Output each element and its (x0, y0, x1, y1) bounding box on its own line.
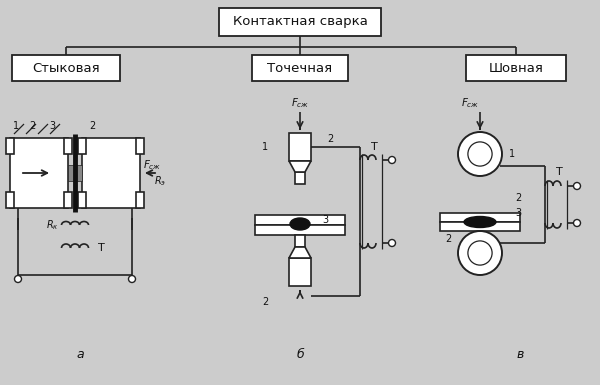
Bar (64, 192, 72, 208)
Text: Т: Т (371, 142, 377, 152)
Bar (78, 192, 86, 208)
Text: 3: 3 (515, 208, 521, 218)
Text: 1: 1 (509, 149, 515, 159)
Text: $F_{сж}$: $F_{сж}$ (461, 96, 479, 110)
Bar (440, 213, 520, 222)
Bar (295, 172, 305, 184)
Ellipse shape (464, 216, 496, 228)
Polygon shape (289, 247, 311, 258)
Circle shape (128, 276, 136, 283)
Bar (289, 133, 311, 161)
Text: $F_{сж}$: $F_{сж}$ (291, 96, 309, 110)
Bar (6, 192, 14, 208)
Text: Т: Т (98, 243, 104, 253)
Bar (295, 235, 305, 247)
Circle shape (389, 156, 395, 164)
Text: 3: 3 (322, 215, 328, 225)
Bar (12, 55, 120, 81)
Circle shape (574, 219, 581, 226)
Bar (466, 55, 566, 81)
Text: Контактная сварка: Контактная сварка (233, 15, 367, 28)
Ellipse shape (290, 218, 310, 230)
Text: в: в (517, 348, 524, 362)
Circle shape (389, 239, 395, 246)
Text: Шовная: Шовная (488, 62, 544, 75)
Bar (82, 138, 140, 208)
Text: Точечная: Точечная (268, 62, 332, 75)
Circle shape (458, 231, 502, 275)
Text: 2: 2 (262, 297, 268, 307)
Circle shape (574, 182, 581, 189)
Text: 2: 2 (515, 193, 521, 203)
Text: $R_к$: $R_к$ (46, 218, 59, 232)
Text: 2: 2 (445, 234, 451, 244)
Bar (136, 138, 144, 154)
Text: 2: 2 (89, 121, 95, 131)
Bar (255, 215, 345, 225)
Circle shape (14, 276, 22, 283)
Text: а: а (76, 348, 84, 362)
Text: 2: 2 (327, 134, 333, 144)
Polygon shape (289, 161, 311, 172)
Bar (75, 165, 82, 181)
Text: 3: 3 (49, 121, 55, 131)
Text: $F_{сж}$: $F_{сж}$ (143, 158, 161, 172)
Circle shape (468, 241, 492, 265)
Bar (440, 222, 520, 231)
Bar (219, 8, 381, 36)
Text: 1: 1 (262, 142, 268, 152)
Bar (252, 55, 348, 81)
Circle shape (468, 142, 492, 166)
Bar (255, 225, 345, 235)
Text: 2: 2 (29, 121, 35, 131)
Text: 1: 1 (13, 121, 19, 131)
Bar (6, 138, 14, 154)
Bar (64, 138, 72, 154)
Text: б: б (296, 348, 304, 362)
Bar (78, 138, 86, 154)
Bar (136, 192, 144, 208)
Bar (68, 165, 75, 181)
Text: $R_э$: $R_э$ (154, 174, 166, 188)
Circle shape (458, 132, 502, 176)
Bar (10, 138, 68, 208)
Text: Т: Т (556, 167, 562, 177)
Text: Стыковая: Стыковая (32, 62, 100, 75)
Bar (289, 258, 311, 286)
